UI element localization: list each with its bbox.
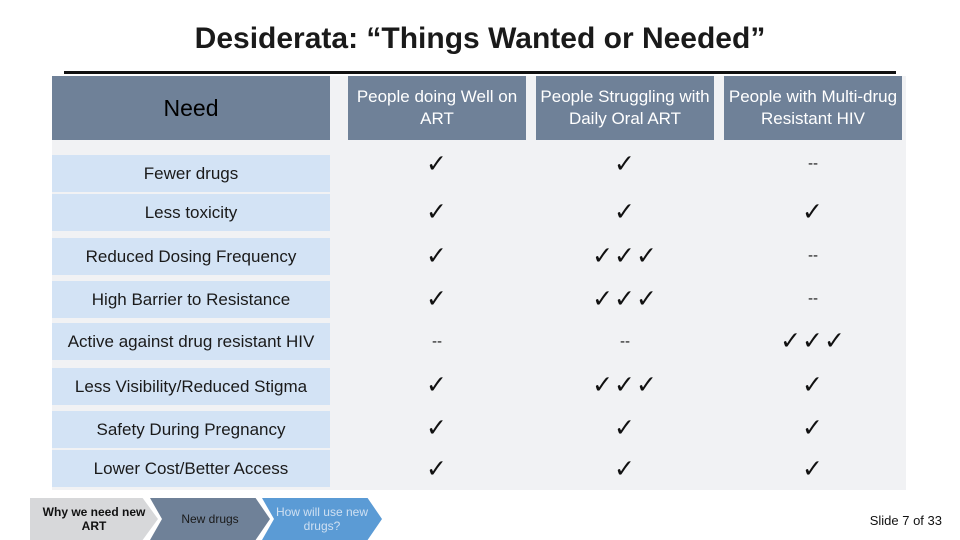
nav-item-new-drugs[interactable]: New drugs: [150, 498, 270, 540]
table-cell: ✓: [426, 413, 448, 442]
table-cell: --: [807, 247, 819, 264]
table-cell: ✓: [802, 413, 824, 442]
table-cell: ✓✓✓: [592, 241, 658, 270]
table-cell: ✓: [802, 370, 824, 399]
column-header-struggling-oral-art: People Struggling with Daily Oral ART: [536, 76, 714, 140]
table-cell: --: [431, 333, 443, 350]
table-cell: ✓✓✓: [592, 370, 658, 399]
table-cell: ✓: [426, 149, 448, 178]
row-label-reduced-dosing-frequency: Reduced Dosing Frequency: [52, 238, 330, 275]
row-label-less-toxicity: Less toxicity: [52, 194, 330, 231]
table-cell: ✓: [802, 454, 824, 483]
table-cell: ✓: [614, 197, 636, 226]
table-cell: ✓: [426, 454, 448, 483]
table-cell: --: [807, 155, 819, 172]
row-label-lower-cost-access: Lower Cost/Better Access: [52, 450, 330, 487]
row-label-active-against-resistant-hiv: Active against drug resistant HIV: [52, 323, 330, 360]
column-header-multidrug-resistant: People with Multi-drug Resistant HIV: [724, 76, 902, 140]
title-divider: [64, 71, 896, 74]
need-column-header: Need: [52, 76, 330, 140]
table-cell: ✓: [426, 197, 448, 226]
row-label-fewer-drugs: Fewer drugs: [52, 155, 330, 192]
slide-number: Slide 7 of 33: [869, 513, 942, 528]
table-cell: ✓: [426, 370, 448, 399]
nav-item-how-will-use-new-drugs[interactable]: How will use new drugs?: [262, 498, 382, 540]
nav-item-why-we-need-new-art[interactable]: Why we need new ART: [30, 498, 158, 540]
table-cell: ✓✓✓: [780, 326, 846, 355]
table-cell: --: [807, 290, 819, 307]
table-cell: --: [619, 333, 631, 350]
row-label-high-barrier-resistance: High Barrier to Resistance: [52, 281, 330, 318]
table-cell: ✓: [426, 241, 448, 270]
row-label-safety-pregnancy: Safety During Pregnancy: [52, 411, 330, 448]
row-label-less-visibility-stigma: Less Visibility/Reduced Stigma: [52, 368, 330, 405]
column-header-well-on-art: People doing Well on ART: [348, 76, 526, 140]
table-cell: ✓: [614, 413, 636, 442]
slide-title: Desiderata: “Things Wanted or Needed”: [194, 22, 766, 55]
table-cell: ✓: [614, 454, 636, 483]
table-cell: ✓: [614, 149, 636, 178]
table-cell: ✓: [426, 284, 448, 313]
table-cell: ✓✓✓: [592, 284, 658, 313]
table-cell: ✓: [802, 197, 824, 226]
